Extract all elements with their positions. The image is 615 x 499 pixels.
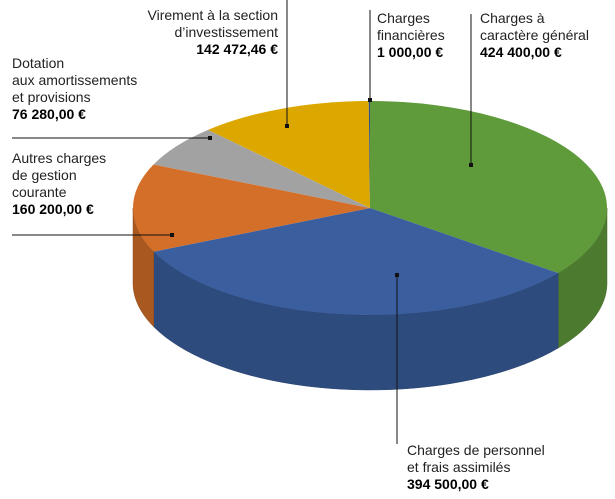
category-name: Autres charges de gestion courante (12, 150, 107, 200)
value-label: 394 500,00 € (407, 476, 489, 492)
category-name: Virement à la section d’investissement (147, 7, 278, 40)
value-label: 424 400,00 € (480, 44, 562, 60)
slice (132, 164, 370, 252)
category-name: Dotation aux amortissements et provision… (12, 55, 138, 105)
leader-dot (395, 273, 399, 277)
value-label: 76 280,00 € (12, 106, 86, 122)
leader-dot (368, 98, 372, 102)
category-name: Charges financières (377, 10, 445, 43)
leader-dot (285, 124, 289, 128)
value-label: 1 000,00 € (377, 44, 444, 60)
leader-dot (469, 163, 473, 167)
slice-label: Autres charges de gestion courante 160 20… (12, 150, 106, 218)
slice-label: Dotation aux amortissements et provision… (12, 55, 137, 123)
slice (370, 101, 607, 274)
category-name: Charges de personnel et frais assimilés (407, 442, 545, 475)
value-label: 142 472,46 € (196, 41, 278, 57)
slice-label: Charges à caractère général 424 400,00 € (480, 10, 589, 61)
leader-dot (170, 233, 174, 237)
category-name: Charges à caractère général (480, 10, 589, 43)
slice-label: Virement à la section d’investissement 14… (120, 7, 278, 58)
slice-label: Charges de personnel et frais assimilés 3… (407, 442, 545, 493)
slice-label: Charges financières 1 000,00 € (377, 10, 445, 61)
slice (368, 101, 370, 208)
value-label: 160 200,00 € (12, 201, 94, 217)
slice (153, 208, 559, 315)
leader-dot (208, 136, 212, 140)
slice (153, 129, 370, 208)
slice (208, 101, 370, 208)
